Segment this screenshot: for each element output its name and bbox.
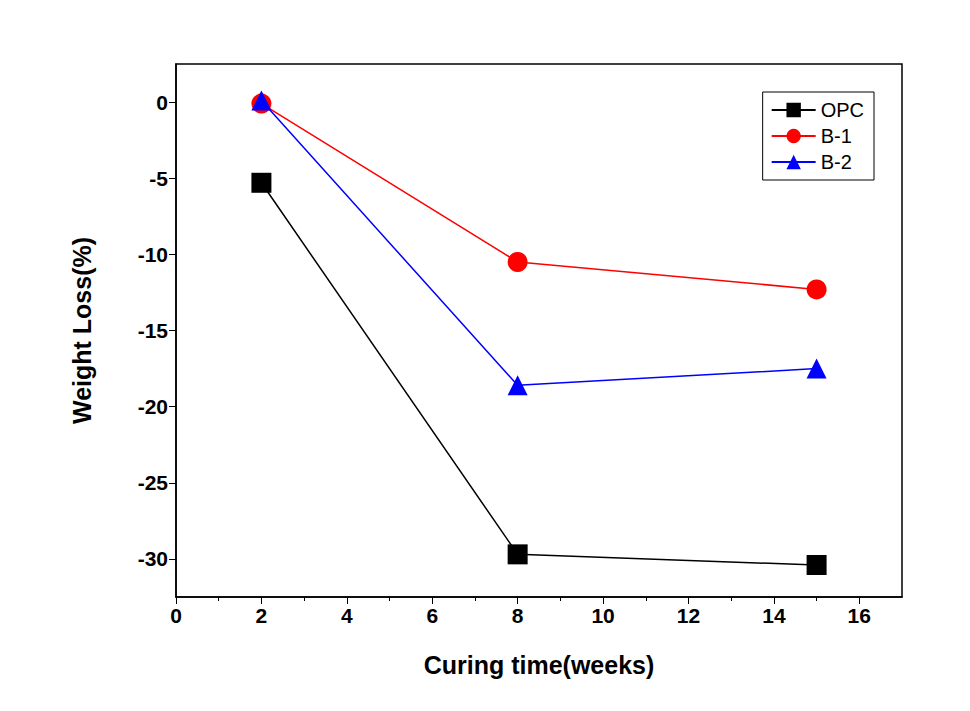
- svg-text:0: 0: [170, 604, 182, 627]
- svg-text:4: 4: [341, 604, 353, 627]
- svg-text:-20: -20: [138, 395, 168, 418]
- svg-text:2: 2: [256, 604, 268, 627]
- svg-text:-15: -15: [138, 319, 169, 342]
- svg-text:14: 14: [762, 604, 786, 627]
- svg-text:6: 6: [426, 604, 438, 627]
- svg-text:Curing time(weeks): Curing time(weeks): [424, 651, 655, 679]
- svg-text:-30: -30: [138, 547, 168, 570]
- svg-text:-25: -25: [138, 471, 169, 494]
- svg-text:-10: -10: [138, 243, 168, 266]
- svg-text:B-2: B-2: [821, 151, 852, 173]
- svg-text:B-1: B-1: [821, 125, 852, 147]
- svg-text:8: 8: [512, 604, 524, 627]
- svg-text:0: 0: [156, 91, 168, 114]
- svg-text:16: 16: [848, 604, 871, 627]
- svg-text:10: 10: [591, 604, 614, 627]
- svg-text:Weight Loss(%): Weight Loss(%): [68, 237, 96, 424]
- svg-text:-5: -5: [149, 167, 168, 190]
- svg-text:12: 12: [677, 604, 700, 627]
- svg-text:OPC: OPC: [821, 99, 864, 121]
